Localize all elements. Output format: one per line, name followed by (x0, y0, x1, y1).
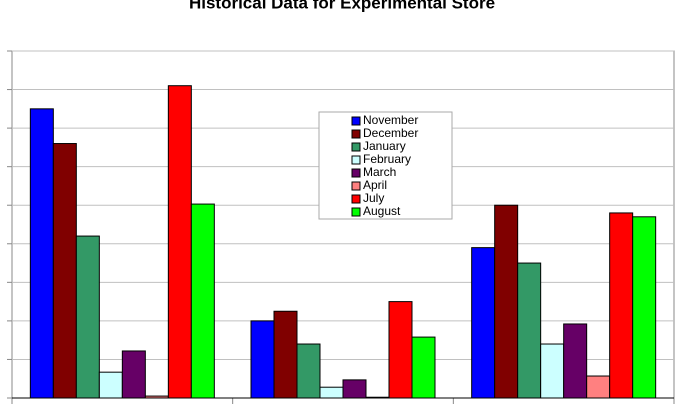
legend-label: April (363, 178, 387, 192)
bar (250, 320, 275, 399)
legend-label: March (363, 165, 396, 179)
bar (75, 235, 100, 399)
legend-swatch (351, 155, 361, 165)
legend-label: January (363, 139, 406, 153)
bar (540, 343, 565, 399)
legend-label: February (363, 152, 411, 166)
bar (342, 379, 367, 399)
bar (296, 343, 321, 399)
bar (494, 204, 519, 399)
bar (319, 386, 344, 399)
bar (586, 375, 611, 399)
bar (632, 216, 657, 399)
legend-swatch (351, 129, 361, 139)
bar (98, 371, 123, 399)
bar (29, 108, 54, 399)
bar (190, 203, 215, 399)
bar (388, 301, 413, 399)
legend-label: December (363, 126, 418, 140)
chart-title: Historical Data for Experimental Store (189, 0, 495, 12)
legend-label: August (363, 204, 401, 218)
bar (609, 212, 634, 399)
bar (517, 262, 542, 399)
legend-label: November (363, 113, 418, 127)
legend-swatch (351, 142, 361, 152)
bar (273, 310, 298, 399)
legend-swatch (351, 116, 361, 126)
bar (471, 247, 496, 399)
bar (52, 143, 77, 399)
legend-swatch (351, 207, 361, 217)
legend-swatch (351, 181, 361, 191)
bar (121, 350, 146, 399)
legend-swatch (351, 194, 361, 204)
legend-box (318, 111, 453, 220)
bar (167, 85, 192, 399)
bar (563, 323, 588, 399)
legend-swatch (351, 168, 361, 178)
legend-label: July (363, 191, 384, 205)
bar (411, 336, 436, 399)
